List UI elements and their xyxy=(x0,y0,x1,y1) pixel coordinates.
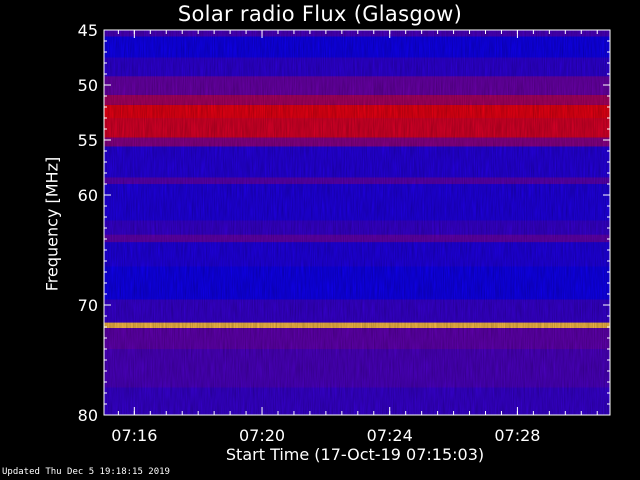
noise-texture xyxy=(104,30,610,415)
updated-timestamp: Updated Thu Dec 5 19:18:15 2019 xyxy=(2,467,170,477)
y-axis-label: Frequency [MHz] xyxy=(42,156,62,292)
axes: 45 50 55 60 70 80 07:16 07:20 07:24 07:28 xyxy=(78,21,611,445)
y-tick-label: 60 xyxy=(78,186,98,205)
plot-area xyxy=(104,30,610,415)
y-tick-label: 70 xyxy=(78,296,98,315)
y-tick-label: 80 xyxy=(78,406,98,425)
x-tick-label: 07:28 xyxy=(494,426,540,445)
y-tick-label: 55 xyxy=(78,131,98,150)
y-tick-label: 45 xyxy=(78,21,98,40)
x-tick-label: 07:16 xyxy=(111,426,157,445)
x-tick-label: 07:24 xyxy=(367,426,413,445)
x-tick-label: 07:20 xyxy=(239,426,285,445)
plot-frame xyxy=(103,29,611,416)
x-axis-label: Start Time (17-Oct-19 07:15:03) xyxy=(225,445,485,464)
y-tick-label: 50 xyxy=(78,76,98,95)
chart-title: Solar radio Flux (Glasgow) xyxy=(177,2,463,26)
